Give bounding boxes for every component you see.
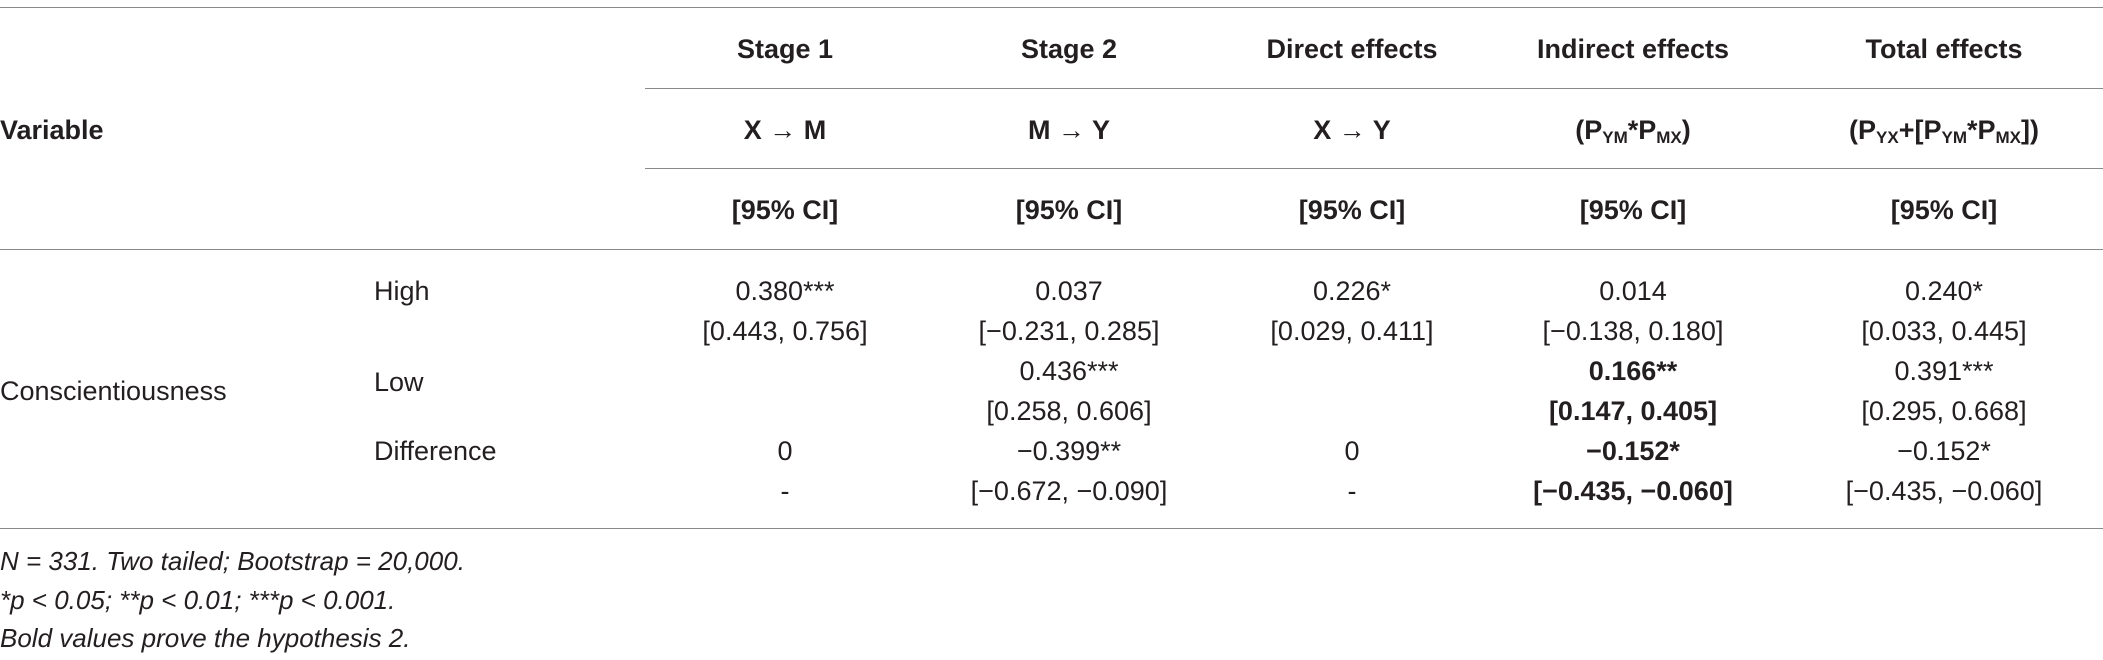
cell-ci: [−0.672, −0.090] bbox=[970, 476, 1168, 506]
col-title-total: Total effects bbox=[1865, 34, 2023, 64]
col-ci-direct: [95% CI] bbox=[1298, 195, 1406, 225]
cell-ci: - bbox=[1347, 476, 1357, 506]
col-title-indirect: Indirect effects bbox=[1536, 34, 1730, 64]
cell-ci: [−0.231, 0.285] bbox=[978, 316, 1160, 346]
cell-value: 0.240* bbox=[1904, 276, 1984, 306]
cell-value: 0.391*** bbox=[1894, 356, 1994, 386]
cell-ci: [−0.138, 0.180] bbox=[1542, 316, 1724, 346]
row-label-difference: Difference bbox=[374, 436, 497, 466]
cell-ci: [−0.435, −0.060] bbox=[1845, 476, 2043, 506]
cell-value: 0.436*** bbox=[1019, 356, 1119, 386]
table-bottom-rule bbox=[0, 528, 2103, 529]
col-path-direct: X → Y bbox=[1313, 115, 1391, 145]
col-path-stage1: X → M bbox=[743, 115, 827, 145]
col-title-direct: Direct effects bbox=[1266, 34, 1438, 64]
cell-ci: [0.295, 0.668] bbox=[1861, 396, 2027, 426]
variable-header: Variable bbox=[0, 115, 104, 145]
header-rule-1 bbox=[645, 88, 2103, 89]
cell-value: −0.152* bbox=[1897, 436, 1991, 466]
group-label: Conscientiousness bbox=[0, 376, 227, 406]
footnote-sample: N = 331. Two tailed; Bootstrap = 20,000. bbox=[0, 546, 465, 576]
cell-ci: [−0.435, −0.060] bbox=[1533, 476, 1733, 506]
col-path-stage2: M → Y bbox=[1027, 115, 1111, 145]
cell-ci: - bbox=[780, 476, 790, 506]
cell-value: 0.226* bbox=[1312, 276, 1392, 306]
table-top-rule bbox=[0, 7, 2103, 8]
cell-value: 0 bbox=[777, 436, 793, 466]
cell-value: 0.166** bbox=[1588, 356, 1678, 386]
col-path-indirect: (PYM*PMX) bbox=[1575, 115, 1691, 147]
cell-value: 0.037 bbox=[1035, 276, 1103, 306]
col-title-stage1: Stage 1 bbox=[736, 34, 834, 64]
cell-ci: [0.029, 0.411] bbox=[1270, 316, 1434, 346]
cell-value: −0.399** bbox=[1016, 436, 1122, 466]
footnote-bold: Bold values prove the hypothesis 2. bbox=[0, 623, 411, 653]
cell-ci: [0.443, 0.756] bbox=[702, 316, 868, 346]
col-ci-total: [95% CI] bbox=[1890, 195, 1998, 225]
cell-value: 0.380*** bbox=[735, 276, 835, 306]
cell-ci: [0.147, 0.405] bbox=[1548, 396, 1718, 426]
row-label-high: High bbox=[374, 276, 430, 306]
cell-ci: [0.258, 0.606] bbox=[986, 396, 1152, 426]
cell-ci: [0.033, 0.445] bbox=[1861, 316, 2027, 346]
col-ci-indirect: [95% CI] bbox=[1579, 195, 1687, 225]
cell-value: −0.152* bbox=[1586, 436, 1680, 466]
col-ci-stage1: [95% CI] bbox=[731, 195, 839, 225]
col-path-total: (PYX+[PYM*PMX]) bbox=[1849, 115, 2039, 147]
cell-value: 0 bbox=[1344, 436, 1360, 466]
col-title-stage2: Stage 2 bbox=[1020, 34, 1118, 64]
header-rule-2 bbox=[645, 168, 2103, 169]
footnote-significance: *p < 0.05; **p < 0.01; ***p < 0.001. bbox=[0, 585, 396, 615]
col-ci-stage2: [95% CI] bbox=[1015, 195, 1123, 225]
header-bottom-rule bbox=[0, 249, 2103, 250]
cell-value: 0.014 bbox=[1599, 276, 1667, 306]
row-label-low: Low bbox=[374, 367, 424, 397]
